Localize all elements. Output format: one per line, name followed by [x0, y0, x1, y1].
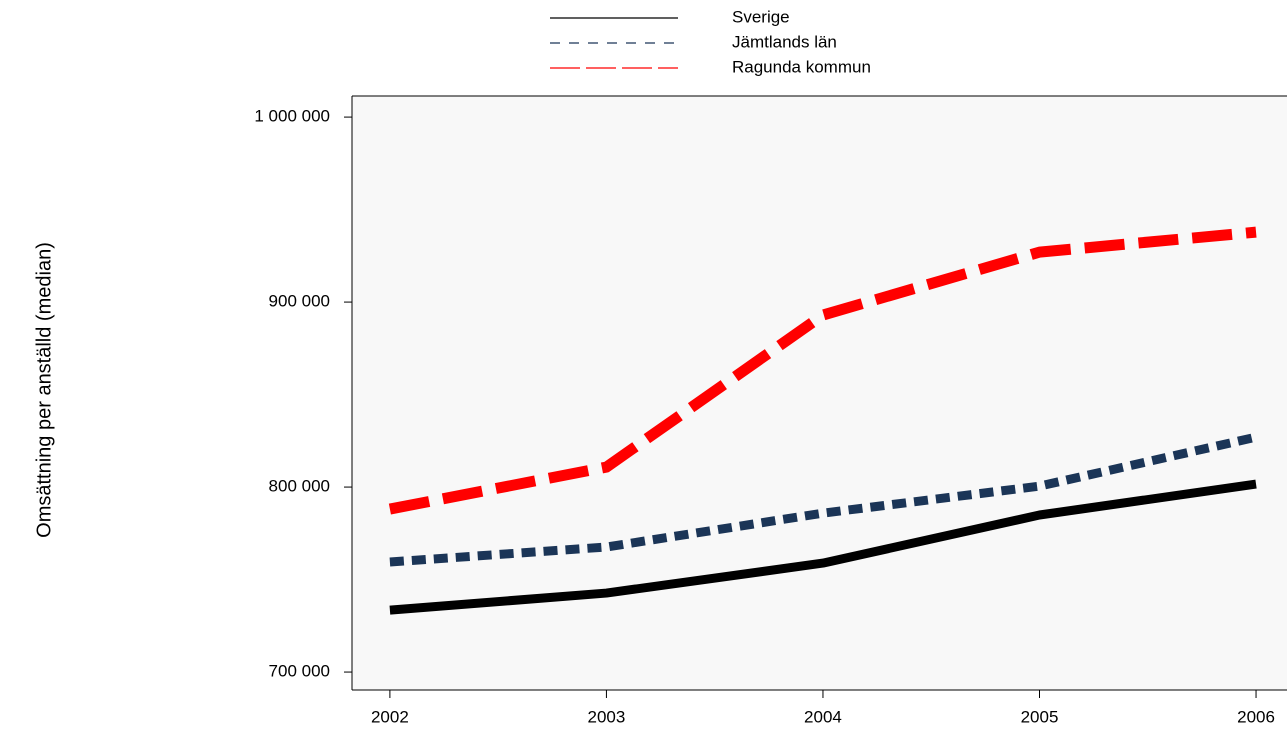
y-tick-label: 800 000: [269, 477, 330, 496]
legend-label: Ragunda kommun: [732, 57, 871, 76]
x-tick-label: 2004: [804, 707, 842, 726]
series-line: [389, 479, 1257, 615]
legend-label: Sverige: [732, 7, 790, 26]
y-tick-label: 900 000: [269, 292, 330, 311]
y-tick-label: 700 000: [269, 662, 330, 681]
x-tick-label: 2003: [588, 707, 626, 726]
x-tick-label: 2002: [371, 707, 409, 726]
plot-area: [352, 96, 1287, 690]
series-line: [388, 226, 1257, 515]
y-axis-label: Omsättning per anställd (median): [33, 242, 55, 538]
y-tick-label: 1 000 000: [254, 107, 330, 126]
series-line: [389, 432, 1258, 567]
x-tick-label: 2005: [1021, 707, 1059, 726]
legend-label: Jämtlands län: [732, 32, 837, 51]
x-tick-label: 2006: [1237, 707, 1275, 726]
